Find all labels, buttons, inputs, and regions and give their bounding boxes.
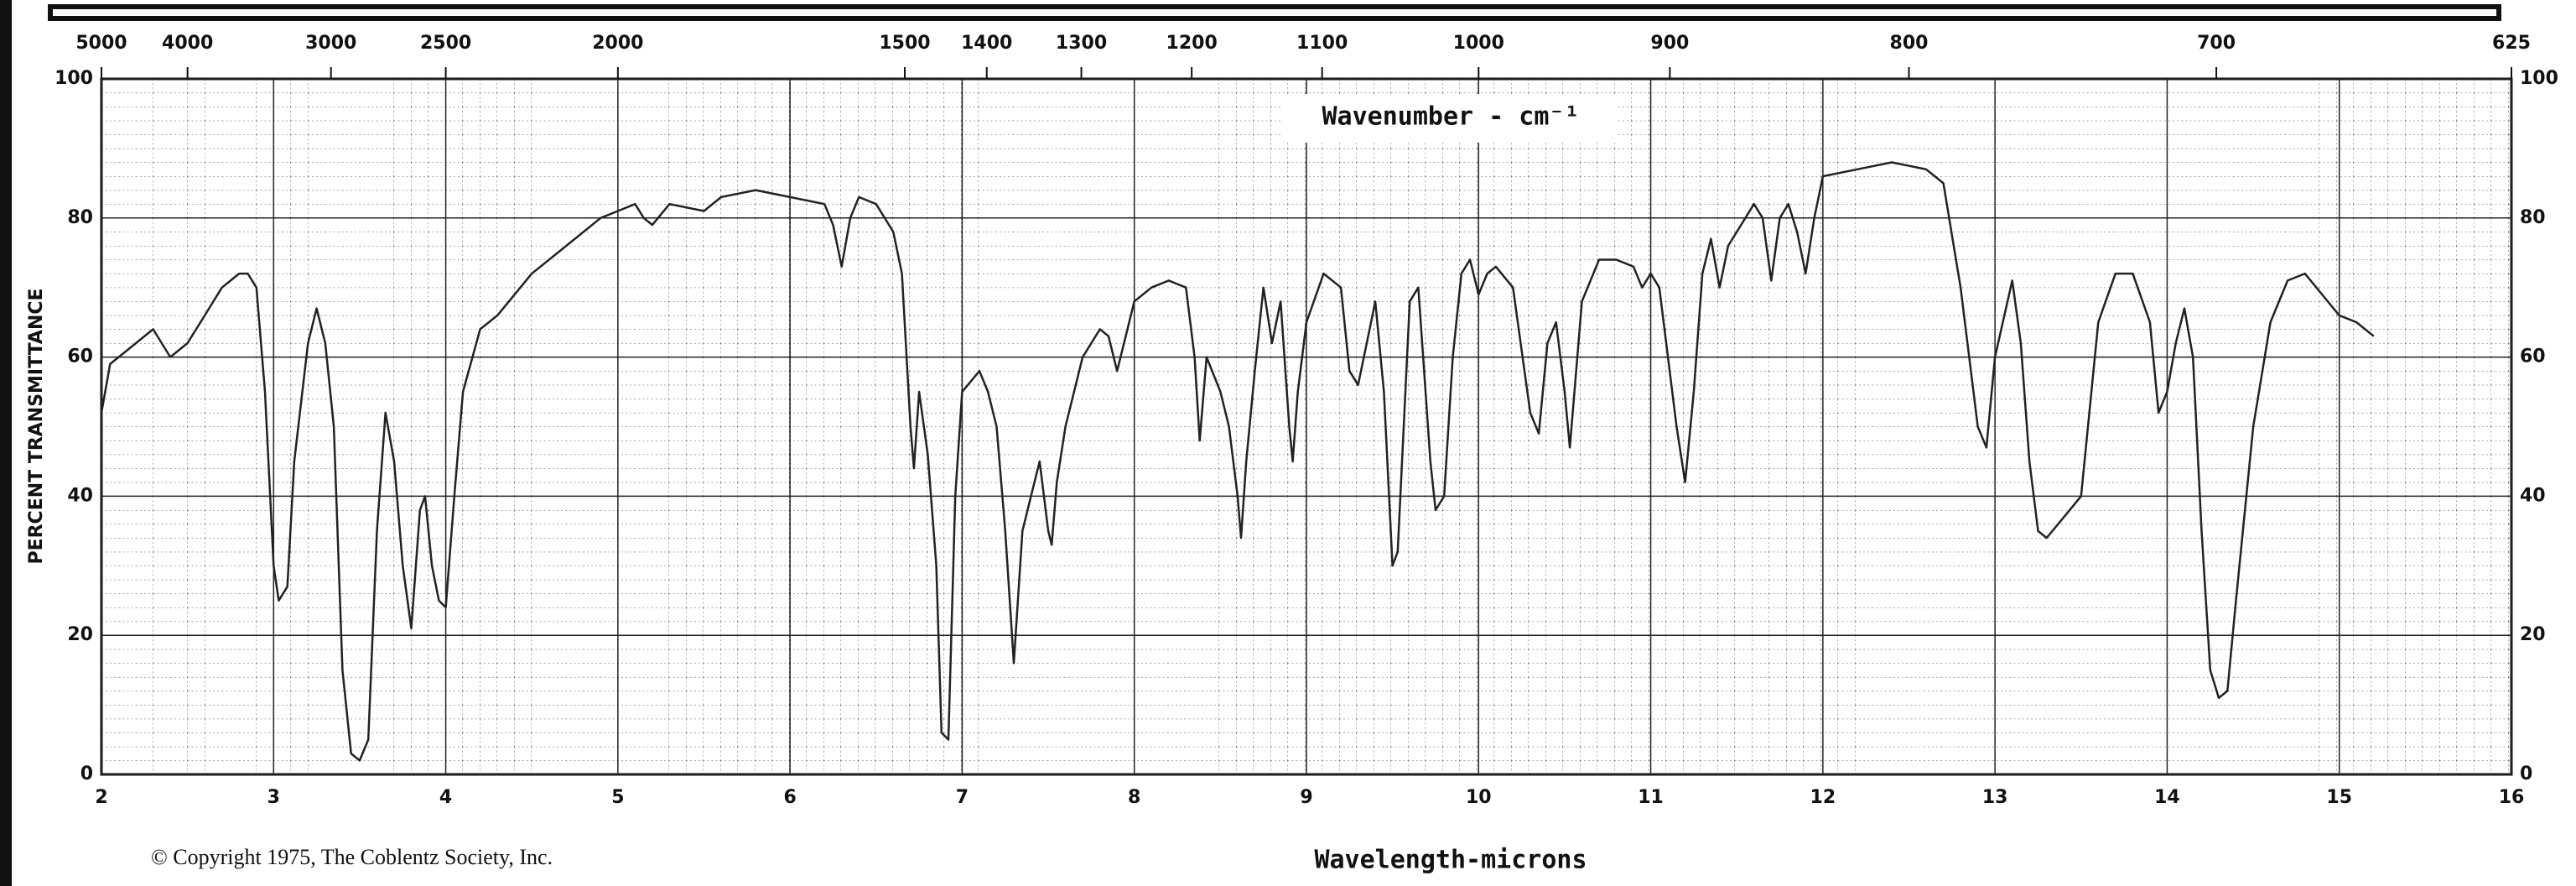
x-tick-label: 11 (1638, 787, 1664, 808)
y-axis-label: PERCENT TRANSMITTANCE (26, 288, 47, 564)
x2-tick-label: 700 (2197, 33, 2236, 54)
y2-tick-label: 60 (2520, 347, 2546, 367)
x-tick-label: 9 (1300, 787, 1312, 808)
x-tick-label: 3 (267, 787, 280, 808)
x-tick-label: 4 (439, 787, 452, 808)
x2-tick-label: 5000 (75, 33, 127, 54)
x-tick-label: 8 (1128, 787, 1140, 808)
scan-edge (0, 0, 12, 886)
y-tick-label: 100 (55, 68, 93, 89)
x2-tick-label: 800 (1890, 33, 1929, 54)
x-tick-label: 5 (611, 787, 624, 808)
x-tick-label: 13 (1982, 787, 2008, 808)
x-tick-label: 10 (1466, 787, 1492, 808)
x-axis-label: Wavelength-microns (1314, 846, 1587, 875)
y-tick-label: 60 (67, 347, 93, 367)
top-frame (48, 4, 2501, 21)
y-tick-label: 0 (80, 764, 93, 784)
x-tick-label: 6 (783, 787, 796, 808)
x2-tick-label: 1200 (1166, 33, 1218, 54)
x2-tick-label: 1400 (961, 33, 1012, 54)
x2-tick-label: 1100 (1296, 33, 1348, 54)
copyright: © Copyright 1975, The Coblentz Society, … (151, 845, 553, 869)
y2-tick-label: 80 (2520, 207, 2546, 228)
chart-layer: 0 0 20 20 40 40 60 60 80 80 100 100 2 3 4 5 6 7 8 9 10 11 12 13… (55, 33, 2558, 808)
x-tick-label: 15 (2326, 787, 2352, 808)
x2-tick-label: 1300 (1056, 33, 1107, 54)
y-tick-label: 20 (67, 624, 93, 645)
x2-tick-label: 2000 (592, 33, 643, 54)
x-tick-label: 14 (2154, 787, 2180, 808)
x2-tick-label: 2500 (420, 33, 471, 54)
x2-tick-label: 625 (2492, 33, 2531, 54)
top-axis-label: Wavenumber - cm⁻¹ (1322, 102, 1579, 132)
spectrum-line (100, 161, 2375, 762)
x2-tick-label: 1500 (879, 33, 930, 54)
y2-tick-label: 0 (2520, 764, 2532, 784)
y2-tick-label: 40 (2520, 485, 2546, 506)
y2-tick-label: 100 (2520, 68, 2558, 89)
x-tick-label: 12 (1810, 787, 1836, 808)
x-tick-label: 7 (956, 787, 969, 808)
x2-tick-label: 3000 (305, 33, 356, 54)
label-box (1283, 94, 1618, 143)
y-tick-label: 40 (67, 485, 93, 506)
x-tick-label: 2 (95, 787, 107, 808)
x2-tick-label: 4000 (162, 33, 213, 54)
x-tick-label: 16 (2499, 787, 2525, 808)
y2-tick-label: 20 (2520, 624, 2546, 645)
x2-tick-label: 1000 (1453, 33, 1504, 54)
y-tick-label: 80 (67, 207, 93, 228)
x2-tick-label: 900 (1650, 33, 1689, 54)
